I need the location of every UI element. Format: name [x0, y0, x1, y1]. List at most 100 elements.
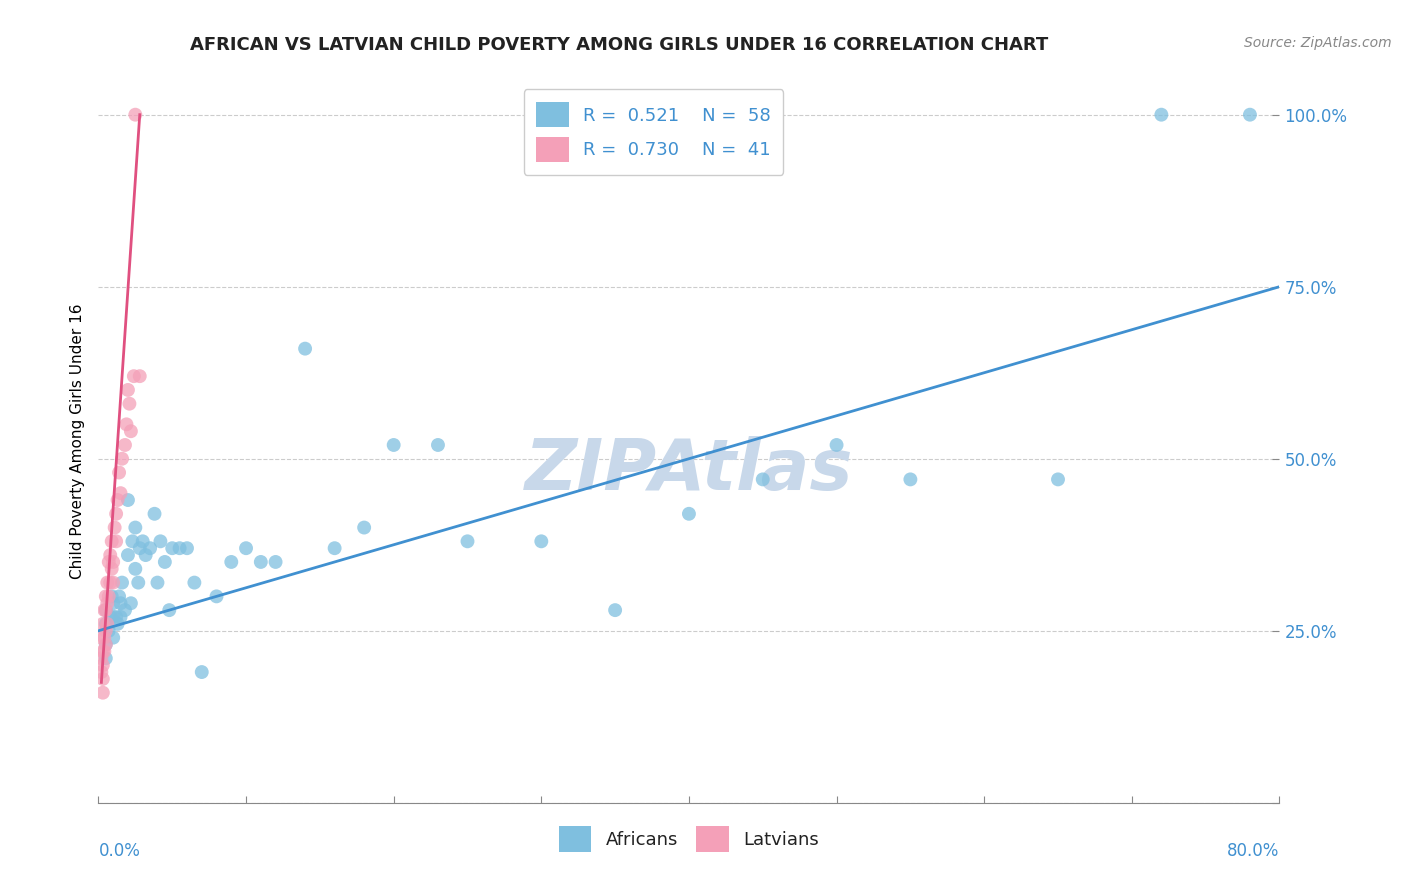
Point [94, 616, 117, 631]
Point [97, 624, 120, 638]
Point [90, 631, 112, 645]
Point [98, 575, 121, 590]
Point [107, 616, 129, 631]
Point [91, 658, 114, 673]
Text: 80.0%: 80.0% [1227, 842, 1279, 860]
Point [91, 672, 114, 686]
Point [111, 575, 134, 590]
Point [353, 520, 375, 534]
Point [115, 417, 138, 432]
Point [294, 342, 316, 356]
Point [98, 548, 121, 562]
Point [457, 534, 479, 549]
Point [104, 520, 127, 534]
Point [105, 534, 128, 549]
Point [135, 548, 157, 562]
Point [90, 651, 112, 665]
Point [93, 603, 115, 617]
Point [124, 562, 146, 576]
Point [96, 596, 118, 610]
Point [105, 610, 128, 624]
Text: AFRICAN VS LATVIAN CHILD POVERTY AMONG GIRLS UNDER 16 CORRELATION CHART: AFRICAN VS LATVIAN CHILD POVERTY AMONG G… [190, 36, 1047, 54]
Point [323, 541, 346, 556]
Point [127, 575, 149, 590]
Point [825, 438, 848, 452]
Point [427, 438, 450, 452]
Text: Source: ZipAtlas.com: Source: ZipAtlas.com [1244, 36, 1392, 50]
Point [124, 108, 146, 122]
Point [94, 624, 117, 638]
Point [103, 555, 125, 569]
Point [108, 590, 131, 604]
Point [176, 541, 198, 556]
Point [157, 603, 180, 617]
Point [1150, 108, 1173, 122]
Point [94, 638, 117, 652]
Point [153, 555, 176, 569]
Text: 0.0%: 0.0% [98, 842, 141, 860]
Point [93, 644, 115, 658]
Point [110, 610, 132, 624]
Point [97, 555, 120, 569]
Point [120, 424, 142, 438]
Point [139, 541, 162, 556]
Point [94, 603, 117, 617]
Point [120, 596, 142, 610]
Point [530, 534, 553, 549]
Point [110, 486, 132, 500]
Point [1046, 472, 1070, 486]
Point [111, 451, 134, 466]
Point [149, 534, 172, 549]
Point [93, 631, 115, 645]
Point [605, 603, 627, 617]
Point [205, 590, 228, 604]
Point [91, 686, 114, 700]
Y-axis label: Child Poverty Among Girls Under 16: Child Poverty Among Girls Under 16 [69, 304, 84, 579]
Point [183, 575, 205, 590]
Point [235, 541, 257, 556]
Point [96, 575, 118, 590]
Point [97, 590, 120, 604]
Point [103, 631, 125, 645]
Point [103, 596, 125, 610]
Point [105, 507, 128, 521]
Point [94, 638, 117, 652]
Point [98, 610, 121, 624]
Point [100, 562, 122, 576]
Point [100, 534, 122, 549]
Point [117, 548, 139, 562]
Point [90, 665, 112, 679]
Point [110, 596, 132, 610]
Point [94, 603, 117, 617]
Point [264, 555, 287, 569]
Point [678, 507, 700, 521]
Point [121, 534, 143, 549]
Point [108, 466, 131, 480]
Point [117, 383, 139, 397]
Point [752, 472, 775, 486]
Point [103, 575, 125, 590]
Point [124, 520, 146, 534]
Point [132, 534, 155, 549]
Point [94, 590, 117, 604]
Point [91, 616, 114, 631]
Point [900, 472, 922, 486]
Point [162, 541, 183, 556]
Point [114, 603, 136, 617]
Point [117, 493, 139, 508]
Point [382, 438, 405, 452]
Legend: Africans, Latvians: Africans, Latvians [551, 819, 827, 859]
Point [94, 651, 117, 665]
Point [91, 644, 114, 658]
Point [1239, 108, 1261, 122]
Point [114, 438, 136, 452]
Point [103, 610, 125, 624]
Point [250, 555, 273, 569]
Point [221, 555, 243, 569]
Point [100, 590, 122, 604]
Point [169, 541, 191, 556]
Point [107, 493, 129, 508]
Point [143, 507, 166, 521]
Point [118, 397, 141, 411]
Point [146, 575, 169, 590]
